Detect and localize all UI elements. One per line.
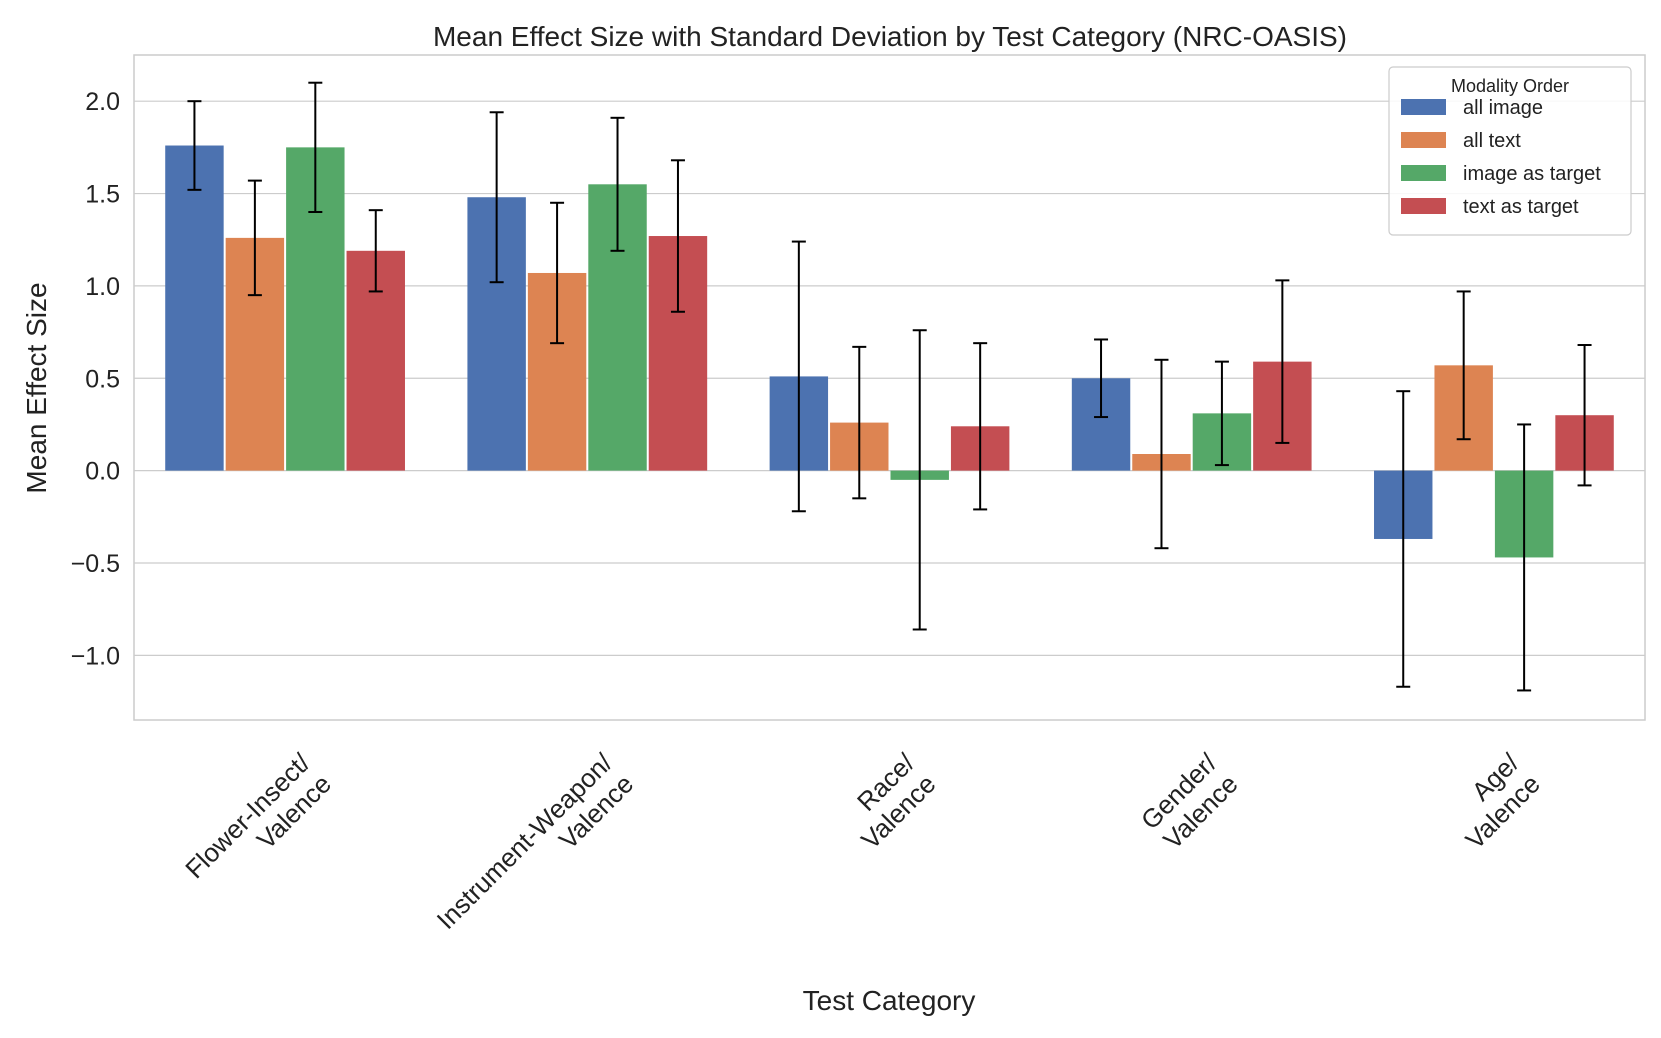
x-tick-label: Instrument-Weapon/Valence: [431, 747, 640, 956]
x-tick-label: Race/Valence: [834, 747, 942, 855]
legend-items: all image all text image as target text as …: [1401, 97, 1601, 218]
y-tick-label: 2.0: [85, 88, 120, 116]
legend-label: all text: [1463, 130, 1521, 152]
legend-swatch: [1401, 132, 1446, 148]
x-tick-labels: Flower-Insect/Valence Instrument-Weapon/V…: [179, 747, 1546, 956]
legend-swatch: [1401, 198, 1446, 214]
error-bars: [187, 81, 1592, 692]
plot-frame: [133, 54, 1646, 721]
legend-swatch: [1401, 99, 1446, 115]
legend-label: image as target: [1463, 163, 1601, 185]
y-tick-label: −1.0: [71, 642, 120, 670]
legend-title: Modality Order: [1451, 76, 1569, 96]
x-axis-label: Test Category: [803, 985, 976, 1016]
bar: [165, 145, 224, 471]
chart-title: Mean Effect Size with Standard Deviation…: [433, 21, 1347, 52]
x-tick-label: Age/Valence: [1438, 747, 1546, 855]
y-tick-label: 1.5: [85, 181, 120, 209]
y-tick-label: 1.0: [85, 273, 120, 301]
legend-swatch: [1401, 165, 1446, 181]
x-tick-label: Flower-Insect/Valence: [179, 747, 337, 905]
y-tick-labels: −1.0 −0.5 0.0 0.5 1.0 1.5 2.0: [71, 88, 120, 670]
legend: Modality Order all image all text image as…: [1388, 66, 1632, 236]
x-tick-label: Gender/Valence: [1135, 747, 1244, 856]
legend-frame: [1388, 66, 1632, 236]
y-tick-label: 0.5: [85, 365, 120, 393]
legend-label: text as target: [1463, 196, 1579, 218]
legend-label: all image: [1463, 97, 1543, 119]
y-axis-label: Mean Effect Size: [21, 282, 52, 493]
y-tick-label: 0.0: [85, 458, 120, 486]
x-tick-label-line: Instrument-Weapon/: [431, 747, 619, 935]
y-tick-label: −0.5: [71, 550, 120, 578]
